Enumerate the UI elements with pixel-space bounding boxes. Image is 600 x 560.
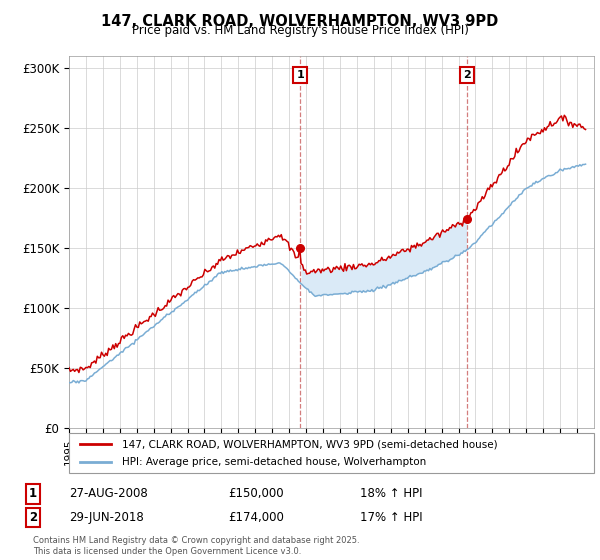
Text: 1: 1	[29, 487, 37, 501]
Text: 147, CLARK ROAD, WOLVERHAMPTON, WV3 9PD: 147, CLARK ROAD, WOLVERHAMPTON, WV3 9PD	[101, 14, 499, 29]
Text: 29-JUN-2018: 29-JUN-2018	[69, 511, 144, 524]
Text: 1: 1	[296, 69, 304, 80]
Text: £174,000: £174,000	[228, 511, 284, 524]
FancyBboxPatch shape	[69, 433, 594, 473]
Text: 27-AUG-2008: 27-AUG-2008	[69, 487, 148, 501]
Text: 18% ↑ HPI: 18% ↑ HPI	[360, 487, 422, 501]
Text: Price paid vs. HM Land Registry's House Price Index (HPI): Price paid vs. HM Land Registry's House …	[131, 24, 469, 37]
Text: £150,000: £150,000	[228, 487, 284, 501]
Text: 17% ↑ HPI: 17% ↑ HPI	[360, 511, 422, 524]
Text: 147, CLARK ROAD, WOLVERHAMPTON, WV3 9PD (semi-detached house): 147, CLARK ROAD, WOLVERHAMPTON, WV3 9PD …	[121, 439, 497, 449]
Text: 2: 2	[463, 69, 471, 80]
Text: Contains HM Land Registry data © Crown copyright and database right 2025.
This d: Contains HM Land Registry data © Crown c…	[33, 536, 359, 556]
Text: 2: 2	[29, 511, 37, 524]
Text: HPI: Average price, semi-detached house, Wolverhampton: HPI: Average price, semi-detached house,…	[121, 457, 426, 467]
